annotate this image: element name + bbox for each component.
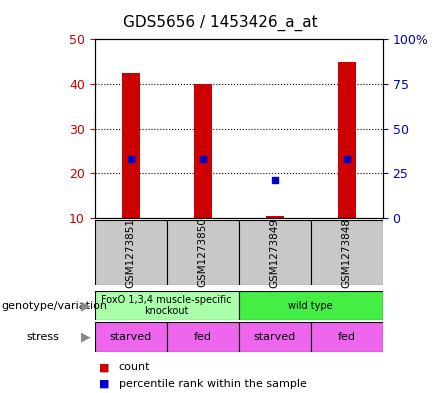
Text: wild type: wild type	[289, 301, 333, 310]
Text: GSM1273848: GSM1273848	[342, 217, 352, 288]
Bar	[121, 73, 139, 218]
FancyBboxPatch shape	[311, 322, 383, 352]
Text: GDS5656 / 1453426_a_at: GDS5656 / 1453426_a_at	[123, 15, 317, 31]
Text: stress: stress	[26, 332, 59, 342]
FancyBboxPatch shape	[238, 322, 311, 352]
Text: GSM1273850: GSM1273850	[198, 218, 208, 287]
Text: starved: starved	[110, 332, 152, 342]
FancyBboxPatch shape	[95, 220, 167, 285]
FancyBboxPatch shape	[167, 322, 238, 352]
Text: starved: starved	[253, 332, 296, 342]
Text: ▶: ▶	[81, 331, 91, 343]
Text: ■: ■	[99, 379, 110, 389]
Text: FoxO 1,3,4 muscle-specific
knockout: FoxO 1,3,4 muscle-specific knockout	[101, 295, 232, 316]
Text: fed: fed	[338, 332, 356, 342]
FancyBboxPatch shape	[167, 220, 238, 285]
Text: genotype/variation: genotype/variation	[1, 301, 107, 310]
FancyBboxPatch shape	[238, 220, 311, 285]
Bar	[338, 62, 356, 218]
Bar	[194, 84, 212, 218]
Text: ▶: ▶	[81, 299, 91, 312]
FancyBboxPatch shape	[95, 322, 167, 352]
Text: percentile rank within the sample: percentile rank within the sample	[119, 379, 307, 389]
Text: fed: fed	[194, 332, 212, 342]
Text: count: count	[119, 362, 150, 372]
Text: GSM1273849: GSM1273849	[270, 217, 280, 288]
Text: GSM1273851: GSM1273851	[126, 217, 136, 288]
Bar	[266, 216, 284, 218]
Text: ■: ■	[99, 362, 110, 372]
FancyBboxPatch shape	[311, 220, 383, 285]
FancyBboxPatch shape	[95, 291, 238, 320]
FancyBboxPatch shape	[238, 291, 383, 320]
